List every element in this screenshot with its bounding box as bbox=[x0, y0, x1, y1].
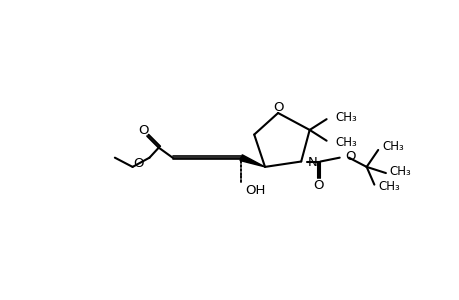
Text: CH₃: CH₃ bbox=[389, 165, 411, 178]
Polygon shape bbox=[240, 155, 264, 167]
Text: CH₃: CH₃ bbox=[335, 136, 357, 149]
Text: OH: OH bbox=[245, 184, 265, 196]
Text: N: N bbox=[307, 156, 316, 169]
Text: CH₃: CH₃ bbox=[335, 111, 357, 124]
Text: O: O bbox=[313, 179, 324, 192]
Text: CH₃: CH₃ bbox=[377, 180, 399, 193]
Text: O: O bbox=[138, 124, 148, 137]
Text: O: O bbox=[344, 150, 355, 164]
Text: O: O bbox=[273, 101, 284, 114]
Text: O: O bbox=[133, 157, 144, 169]
Text: CH₃: CH₃ bbox=[381, 140, 403, 153]
